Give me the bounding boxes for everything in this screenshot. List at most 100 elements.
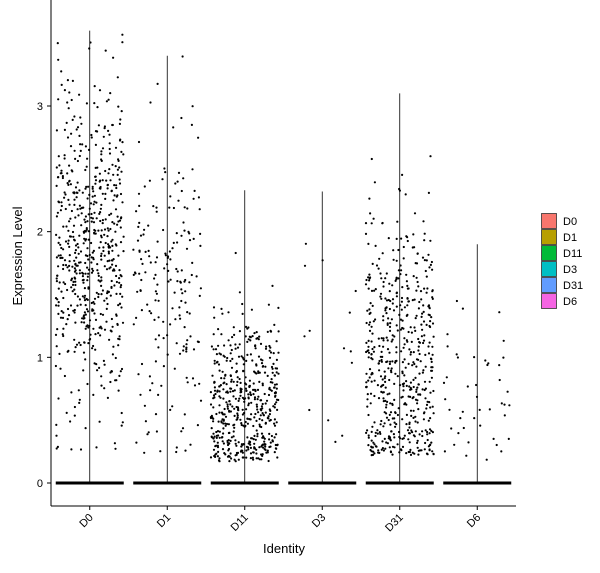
data-point	[445, 376, 448, 379]
data-point	[422, 304, 425, 307]
data-point	[66, 182, 69, 185]
data-point	[107, 243, 110, 246]
data-point	[368, 197, 371, 200]
data-point	[430, 429, 433, 432]
data-point	[275, 401, 278, 404]
data-point	[420, 449, 423, 452]
data-point	[406, 429, 410, 432]
data-point	[62, 281, 65, 284]
data-point	[268, 413, 271, 416]
data-point	[69, 217, 72, 220]
data-point	[60, 201, 63, 204]
data-point	[428, 401, 431, 404]
data-point	[265, 399, 269, 402]
data-point	[390, 430, 393, 433]
data-point	[268, 419, 271, 422]
data-point	[247, 404, 250, 407]
data-point	[229, 410, 232, 413]
data-point	[275, 398, 279, 401]
data-point	[172, 126, 175, 129]
data-point	[85, 297, 88, 301]
data-point	[121, 321, 125, 324]
data-point	[417, 393, 420, 396]
data-point	[303, 335, 306, 338]
data-point	[420, 323, 423, 326]
data-point	[227, 423, 230, 426]
data-point	[94, 318, 98, 321]
data-point	[112, 173, 115, 176]
data-point	[101, 222, 104, 225]
data-point	[402, 389, 405, 392]
data-point	[400, 300, 403, 303]
data-point	[68, 220, 71, 223]
data-point	[56, 274, 59, 277]
data-point	[365, 381, 368, 384]
data-point	[85, 227, 88, 230]
data-point	[232, 435, 235, 438]
data-point	[105, 307, 108, 310]
data-point	[107, 246, 110, 249]
data-point	[84, 261, 87, 265]
data-point	[175, 450, 178, 454]
data-point	[87, 268, 90, 271]
data-point	[370, 340, 373, 343]
data-point	[76, 242, 79, 246]
data-point	[429, 263, 432, 266]
data-point	[226, 356, 229, 360]
data-point	[146, 303, 149, 306]
data-point	[415, 390, 418, 393]
data-point	[271, 371, 274, 374]
data-point	[261, 443, 264, 446]
data-point	[388, 392, 391, 395]
data-point	[388, 378, 391, 382]
data-point	[171, 405, 174, 408]
data-point	[382, 425, 385, 428]
data-point	[429, 320, 432, 323]
data-point	[368, 376, 371, 379]
data-point	[365, 372, 368, 375]
data-point	[185, 376, 188, 379]
data-point	[221, 418, 224, 421]
data-point	[218, 411, 221, 414]
data-point	[55, 166, 58, 169]
data-point	[143, 404, 146, 407]
data-point	[384, 375, 387, 378]
data-point	[389, 299, 392, 303]
data-point	[91, 217, 94, 220]
data-point	[198, 294, 201, 297]
data-point	[427, 445, 430, 448]
data-point	[92, 190, 95, 193]
data-point	[368, 323, 371, 326]
data-point	[273, 436, 276, 439]
data-point	[228, 400, 231, 403]
data-point	[157, 299, 160, 302]
data-point	[77, 252, 80, 255]
data-point	[94, 175, 97, 178]
data-point	[132, 273, 135, 276]
data-point	[399, 304, 402, 307]
data-point	[398, 435, 401, 439]
data-point	[57, 265, 60, 268]
data-point	[197, 196, 200, 199]
data-point	[380, 277, 383, 280]
data-point	[413, 298, 416, 301]
data-point	[192, 237, 195, 240]
data-point	[74, 157, 77, 160]
data-point	[108, 259, 111, 262]
data-point	[276, 456, 279, 459]
data-point	[400, 308, 403, 311]
data-point	[62, 248, 65, 251]
data-point	[57, 301, 60, 304]
data-point	[162, 365, 165, 368]
data-point	[427, 305, 430, 308]
data-point	[408, 432, 411, 435]
data-point	[199, 399, 203, 402]
data-point	[64, 193, 67, 196]
data-point	[192, 197, 195, 200]
data-point	[64, 240, 68, 243]
data-point	[368, 329, 372, 332]
data-point	[400, 237, 403, 240]
data-point	[90, 220, 93, 223]
data-point	[74, 321, 77, 324]
data-point	[118, 166, 121, 169]
